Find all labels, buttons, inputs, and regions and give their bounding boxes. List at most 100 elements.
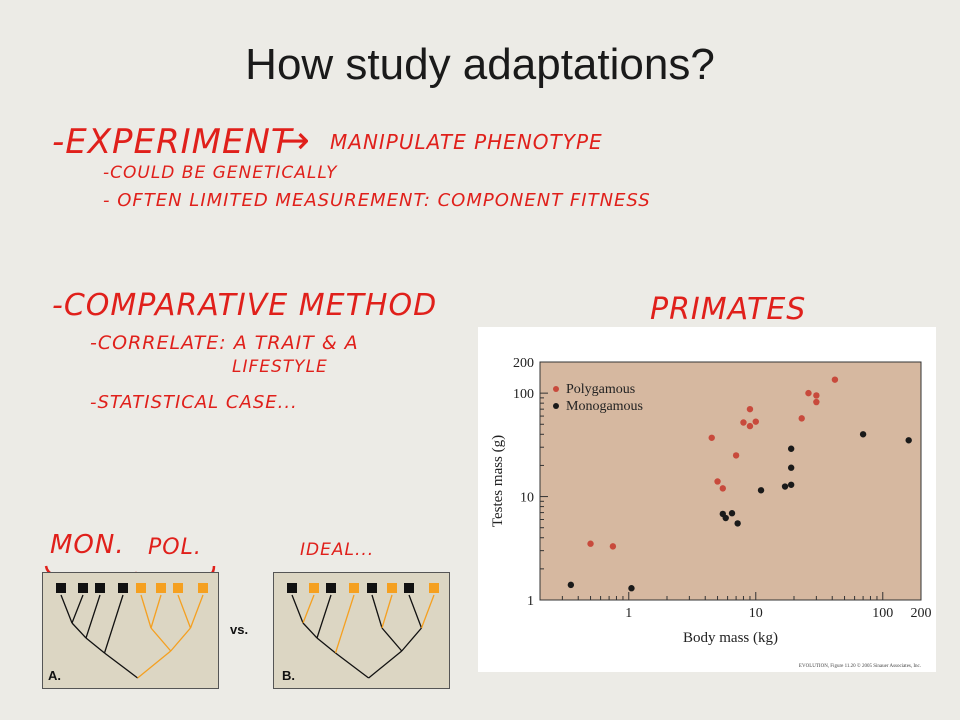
tree-a-branch [104,652,139,679]
point-polygamous [831,376,839,383]
tree-b-branch [316,594,332,639]
note-arrow: → [278,118,311,162]
tree-a-branch [177,594,192,629]
point-monogamous [722,514,729,522]
point-polygamous [587,540,594,547]
point-polygamous [798,415,805,422]
legend-marker-polygamous [553,386,559,392]
tree-a-branch [189,594,204,629]
tree-a-branch [85,637,105,654]
note-primates: PRIMATES [650,292,807,327]
point-monogamous [567,581,575,589]
tree-a-tip-black [95,583,105,593]
tree-a-label: A. [48,668,61,683]
point-polygamous [732,452,740,459]
note-lifestyle: LIFESTYLE [232,357,328,377]
tree-b-label: B. [282,668,295,683]
tree-b-branch [335,652,370,679]
tree-a-tip-orange [156,583,166,593]
tree-b-tip-black [287,583,297,593]
point-monogamous [787,464,795,471]
note-ideal: IDEAL... [300,540,375,560]
point-monogamous [787,481,795,488]
tree-a-branch [103,594,124,654]
point-polygamous [609,543,617,550]
point-monogamous [628,585,635,592]
tree-b-branch [302,622,318,639]
tree-a-tip-black [118,583,128,593]
x-tick-label: 100 [872,606,893,621]
tree-b-tip-orange [349,583,359,593]
tree-a-branch [140,594,152,629]
tree-b-branch [401,627,422,652]
tree-b-branch [381,594,393,629]
note-statistical: -STATISTICAL CASE... [90,392,298,413]
y-tick-label: 100 [513,387,534,402]
tree-a-branch [60,594,73,624]
tree-a-tip-orange [136,583,146,593]
tree-a-branch [71,594,84,624]
tree-b [287,583,439,679]
point-polygamous [714,478,721,485]
vs-label: vs. [230,622,249,637]
tree-b-tip-orange [387,583,397,593]
point-polygamous [740,419,747,426]
legend-marker-monogamous [553,403,559,409]
point-monogamous [734,520,741,527]
note-correlate: -CORRELATE: A TRAIT & A [90,332,359,354]
y-tick-label: 1 [527,594,534,609]
tree-b-tip-black [404,583,414,593]
primate-scatter-chart: 1 10 100 200 1 10 100 200 Body mass (kg) Testes m… [490,356,932,669]
note-genetically: -COULD BE GENETICALLY [103,163,338,183]
tree-b-branch [408,594,423,629]
point-polygamous [719,485,726,492]
x-tick-label: 10 [749,606,763,621]
y-tick-label: 10 [520,491,534,506]
tree-a-branch [85,594,101,639]
point-monogamous [905,437,912,444]
plot-area [539,361,922,601]
tree-b-branch [420,594,435,629]
tree-a-tip-black [78,583,88,593]
point-polygamous [805,389,812,397]
tree-a [56,583,208,679]
tree-b-branch [371,594,383,629]
y-axis-label: Testes mass (g) [490,435,506,527]
tree-a-branch [150,627,172,652]
note-manipulate: MANIPULATE PHENOTYPE [330,130,603,154]
point-polygamous [813,398,820,406]
primate-scatter-figure: 1 10 100 200 1 10 100 200 Body mass (kg) Testes m… [478,327,936,672]
slide-title: How study adaptations? [245,40,715,89]
note-comparative: -COMPARATIVE METHOD [52,288,438,323]
point-monogamous [757,487,765,494]
tree-b-branch [381,627,403,652]
tree-b-branch [316,637,336,654]
tree-b-branch [291,594,304,624]
point-monogamous [787,445,795,452]
tree-a-tip-black [56,583,66,593]
legend-label-polygamous: Polygamous [566,382,635,397]
point-polygamous [813,392,820,399]
tree-b-branch [302,594,315,624]
point-polygamous [746,422,754,430]
tree-b-branch [334,594,355,654]
figure-caption: EVOLUTION, Figure 11.20 © 2005 Sinauer A… [799,663,921,669]
point-polygamous [708,434,715,441]
legend-label-monogamous: Monogamous [566,399,643,414]
tree-a-branch [137,650,172,679]
point-polygamous [752,418,759,425]
x-tick-label: 1 [625,606,632,621]
point-polygamous [746,405,754,413]
note-pol: POL. [148,535,202,560]
tree-a-tip-orange [198,583,208,593]
note-mon: MON. [50,530,125,560]
point-monogamous [728,510,736,517]
tree-b-tip-orange [309,583,319,593]
tree-b-tip-black [367,583,377,593]
tree-a-branch [150,594,162,629]
tree-b-branch [368,650,403,679]
tree-b-tip-black [326,583,336,593]
tree-b-tip-orange [429,583,439,593]
tree-panel-b: B. [273,572,450,689]
x-tick-label: 200 [911,606,932,621]
